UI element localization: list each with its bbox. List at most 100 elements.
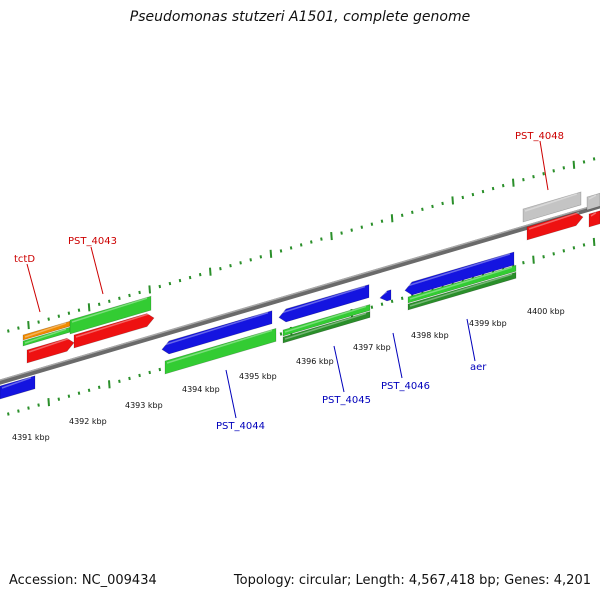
major-tick (451, 196, 454, 205)
blue-feature-pst4044[interactable] (161, 310, 273, 355)
green-feature-pst4045a[interactable] (282, 304, 371, 337)
green-feature-pst4045b-sheen (284, 312, 367, 340)
red-feature-tctD[interactable] (26, 337, 75, 364)
minor-tick (67, 394, 71, 398)
gene-label-aer[interactable]: aer (470, 362, 487, 373)
major-tick (269, 249, 273, 258)
minor-tick (289, 246, 293, 250)
minor-tick (229, 264, 232, 268)
minor-tick (128, 293, 131, 298)
orange-feature-sheen (24, 322, 67, 338)
green-feature-aer-a[interactable] (407, 264, 517, 304)
blue-feature-small[interactable] (379, 289, 392, 302)
kbp-label: 4398 kbp (411, 331, 449, 340)
minor-tick (522, 260, 525, 265)
minor-tick (178, 278, 182, 283)
minor-tick (552, 169, 555, 173)
minor-tick (239, 261, 242, 265)
minor-tick (501, 183, 505, 188)
major-tick (532, 255, 535, 264)
green-feature-tctD-sheen (24, 328, 67, 344)
gene-features[interactable] (0, 191, 600, 400)
blue-feature-small-sheen (381, 291, 388, 296)
kbp-label: 4396 kbp (296, 357, 334, 366)
kbp-label: 4393 kbp (125, 401, 163, 410)
minor-tick (350, 228, 353, 232)
minor-tick (400, 213, 404, 217)
blue-feature-pst4046-sheen (406, 253, 511, 287)
blue-feature-pst4045[interactable] (278, 284, 370, 323)
minor-tick (299, 243, 303, 247)
minor-tick (562, 166, 566, 170)
minor-tick (320, 237, 323, 241)
red-feature-tctD-sheen (28, 337, 71, 353)
label-leader-lines (26, 140, 549, 419)
red-feature-edge-sheen (590, 212, 597, 217)
gray-feature-pst4048[interactable] (522, 191, 582, 223)
minor-tick (542, 172, 545, 176)
gray-feature-edge[interactable] (586, 192, 600, 211)
genome-title: Pseudomonas stutzeri A1501, complete gen… (129, 9, 471, 25)
major-tick (512, 178, 515, 187)
red-feature-pst4043-sheen (75, 312, 151, 338)
top-scale-ticks (7, 157, 596, 333)
minor-tick (97, 385, 101, 389)
green-feature-pst4044[interactable] (164, 327, 277, 375)
green-feature-pst4043[interactable] (69, 295, 152, 335)
pst4045-leader-line (333, 345, 345, 393)
minor-tick (67, 311, 71, 315)
gene-labels: tctD PST_4043 PST_4048 PST_4044 PST_4045… (14, 131, 564, 432)
green-feature-aer-b-sheen (409, 273, 513, 307)
green-feature-pst4045b[interactable] (282, 311, 371, 344)
minor-tick (400, 296, 404, 300)
major-tick (209, 267, 212, 276)
gene-label-pst4044[interactable]: PST_4044 (216, 421, 265, 432)
minor-tick (138, 290, 141, 295)
minor-tick (532, 175, 535, 179)
minor-tick (219, 266, 222, 271)
minor-tick (411, 210, 414, 215)
major-tick (390, 214, 394, 223)
minor-tick (380, 219, 384, 223)
backbone-highlight (0, 203, 600, 381)
gray-feature-pst4048-sheen (524, 193, 578, 212)
red-feature-pst4043[interactable] (73, 313, 155, 349)
minor-tick (562, 249, 566, 253)
gene-label-pst4043[interactable]: PST_4043 (68, 236, 117, 247)
minor-tick (370, 305, 374, 309)
gene-label-pst4046[interactable]: PST_4046 (381, 381, 430, 392)
minor-tick (188, 275, 192, 280)
blue-feature-left-edge[interactable] (0, 375, 36, 400)
major-tick (27, 320, 30, 330)
genome-stats-text: Topology: circular; Length: 4,567,418 bp… (233, 573, 591, 588)
gray-feature-edge-sheen (588, 194, 597, 200)
kbp-label: 4400 kbp (527, 307, 565, 316)
minor-tick (582, 243, 586, 247)
pst4044-leader-line (225, 369, 237, 419)
minor-tick (118, 296, 121, 301)
gene-label-tctD[interactable]: tctD (14, 254, 35, 265)
minor-tick (118, 379, 121, 384)
green-feature-aer-b[interactable] (407, 271, 517, 311)
red-feature-edge[interactable] (588, 210, 600, 228)
minor-tick (431, 204, 434, 209)
kbp-labels: 4391 kbp 4392 kbp 4393 kbp 4394 kbp 4395… (12, 307, 565, 442)
major-tick (592, 237, 596, 246)
minor-tick (27, 406, 30, 410)
minor-tick (148, 370, 151, 375)
accession-text: Accession: NC_009434 (9, 573, 157, 588)
pst4043-leader-line (90, 246, 104, 295)
minor-tick (77, 308, 81, 312)
green-feature-pst4045a-sheen (284, 305, 367, 333)
blue-feature-pst4046[interactable] (404, 251, 515, 296)
gene-label-pst4048[interactable]: PST_4048 (515, 131, 564, 142)
minor-tick (259, 255, 263, 259)
minor-tick (57, 314, 61, 318)
kbp-label: 4392 kbp (69, 417, 107, 426)
gene-label-pst4045[interactable]: PST_4045 (322, 395, 371, 406)
minor-tick (471, 192, 475, 197)
minor-tick (158, 284, 162, 289)
red-feature-pst4048[interactable] (526, 212, 584, 241)
